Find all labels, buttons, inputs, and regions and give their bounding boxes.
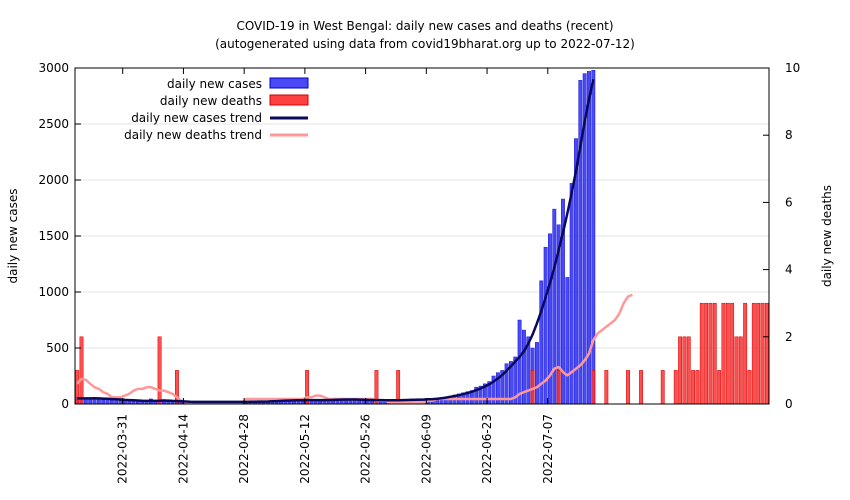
legend-label-deaths-trend: daily new deaths trend bbox=[124, 128, 262, 142]
y-tick-label-left: 2500 bbox=[38, 117, 69, 131]
deaths-bar bbox=[708, 302, 713, 405]
y-tick-label-right: 10 bbox=[785, 61, 800, 75]
y-axis-label-right: daily new deaths bbox=[820, 185, 834, 287]
deaths-bar bbox=[678, 336, 682, 405]
deaths-bar bbox=[639, 370, 643, 405]
axis-ticks: 0 500 1000 1500 2000 2500 3000 0 2 4 6 8 10 2022-03-3… bbox=[38, 61, 800, 484]
cases-bar bbox=[591, 69, 596, 405]
deaths-bar bbox=[738, 336, 743, 405]
cases-bar bbox=[101, 399, 106, 405]
deaths-bar bbox=[673, 370, 678, 405]
y-tick-label-left: 500 bbox=[46, 341, 69, 355]
cases-bar bbox=[552, 208, 557, 405]
deaths-bar bbox=[721, 302, 726, 405]
y-tick-label-left: 2000 bbox=[38, 173, 69, 187]
legend-swatch-deaths bbox=[269, 94, 309, 106]
y-tick-label-right: 4 bbox=[785, 263, 793, 277]
cases-bar bbox=[517, 319, 522, 405]
deaths-bar bbox=[699, 302, 704, 405]
cases-bar bbox=[535, 342, 539, 405]
deaths-bar bbox=[682, 336, 687, 405]
cases-bar bbox=[578, 80, 583, 405]
x-tick-label: 2022-06-23 bbox=[480, 414, 494, 484]
deaths-bar bbox=[660, 370, 665, 405]
y-tick-label-right: 6 bbox=[785, 195, 793, 209]
legend-label-deaths: daily new deaths bbox=[160, 94, 262, 108]
chart-title: COVID-19 in West Bengal: daily new cases… bbox=[236, 19, 613, 33]
x-tick-label: 2022-04-14 bbox=[176, 414, 190, 484]
x-tick-label: 2022-05-12 bbox=[298, 414, 312, 484]
deaths-bar bbox=[734, 336, 739, 405]
x-tick-label: 2022-05-26 bbox=[359, 414, 373, 484]
deaths-bar bbox=[756, 302, 761, 405]
deaths-bar bbox=[730, 302, 735, 405]
deaths-bar bbox=[712, 302, 717, 405]
deaths-bar bbox=[686, 336, 691, 405]
deaths-bar bbox=[604, 370, 609, 405]
trend-lines bbox=[76, 78, 633, 404]
deaths-bar bbox=[626, 370, 630, 405]
legend-label-cases-trend: daily new cases trend bbox=[131, 111, 262, 125]
y-tick-label-right: 2 bbox=[785, 330, 793, 344]
x-tick-label: 2022-07-07 bbox=[541, 414, 555, 484]
deaths-bar bbox=[591, 370, 596, 405]
y-tick-label-left: 3000 bbox=[38, 61, 69, 75]
deaths-bar bbox=[725, 302, 730, 405]
cases-bar bbox=[118, 400, 123, 405]
y-tick-label-left: 1500 bbox=[38, 229, 69, 243]
deaths-bar bbox=[743, 302, 748, 405]
deaths-bar bbox=[747, 370, 752, 405]
deaths-bar bbox=[764, 302, 769, 405]
deaths-bar bbox=[79, 336, 84, 405]
y-tick-label-right: 8 bbox=[785, 128, 793, 142]
chart-subtitle: (autogenerated using data from covid19bh… bbox=[215, 37, 635, 51]
legend-label-cases: daily new cases bbox=[167, 77, 262, 91]
x-tick-label: 2022-04-28 bbox=[237, 414, 251, 484]
y-tick-label-left: 0 bbox=[61, 397, 69, 411]
deaths-bar bbox=[704, 302, 709, 405]
cases-trend-line bbox=[77, 78, 595, 404]
deaths-bar bbox=[760, 302, 765, 405]
legend: daily new cases daily new deaths daily n… bbox=[124, 77, 309, 142]
deaths-bar bbox=[695, 370, 700, 405]
cases-bar bbox=[109, 399, 114, 405]
grid bbox=[75, 123, 769, 349]
y-axis-label-left: daily new cases bbox=[6, 188, 20, 283]
deaths-bar bbox=[157, 336, 162, 405]
deaths-bar bbox=[691, 370, 696, 405]
y-tick-label-left: 1000 bbox=[38, 285, 69, 299]
deaths-bar bbox=[556, 370, 561, 405]
cases-bar bbox=[96, 398, 101, 405]
x-tick-label: 2022-03-31 bbox=[116, 414, 130, 484]
deaths-bar bbox=[717, 370, 722, 405]
x-tick-label: 2022-06-09 bbox=[419, 414, 433, 484]
cases-bar bbox=[565, 277, 570, 405]
deaths-bar bbox=[751, 302, 756, 405]
legend-swatch-cases bbox=[269, 77, 309, 89]
y-tick-label-right: 0 bbox=[785, 397, 793, 411]
